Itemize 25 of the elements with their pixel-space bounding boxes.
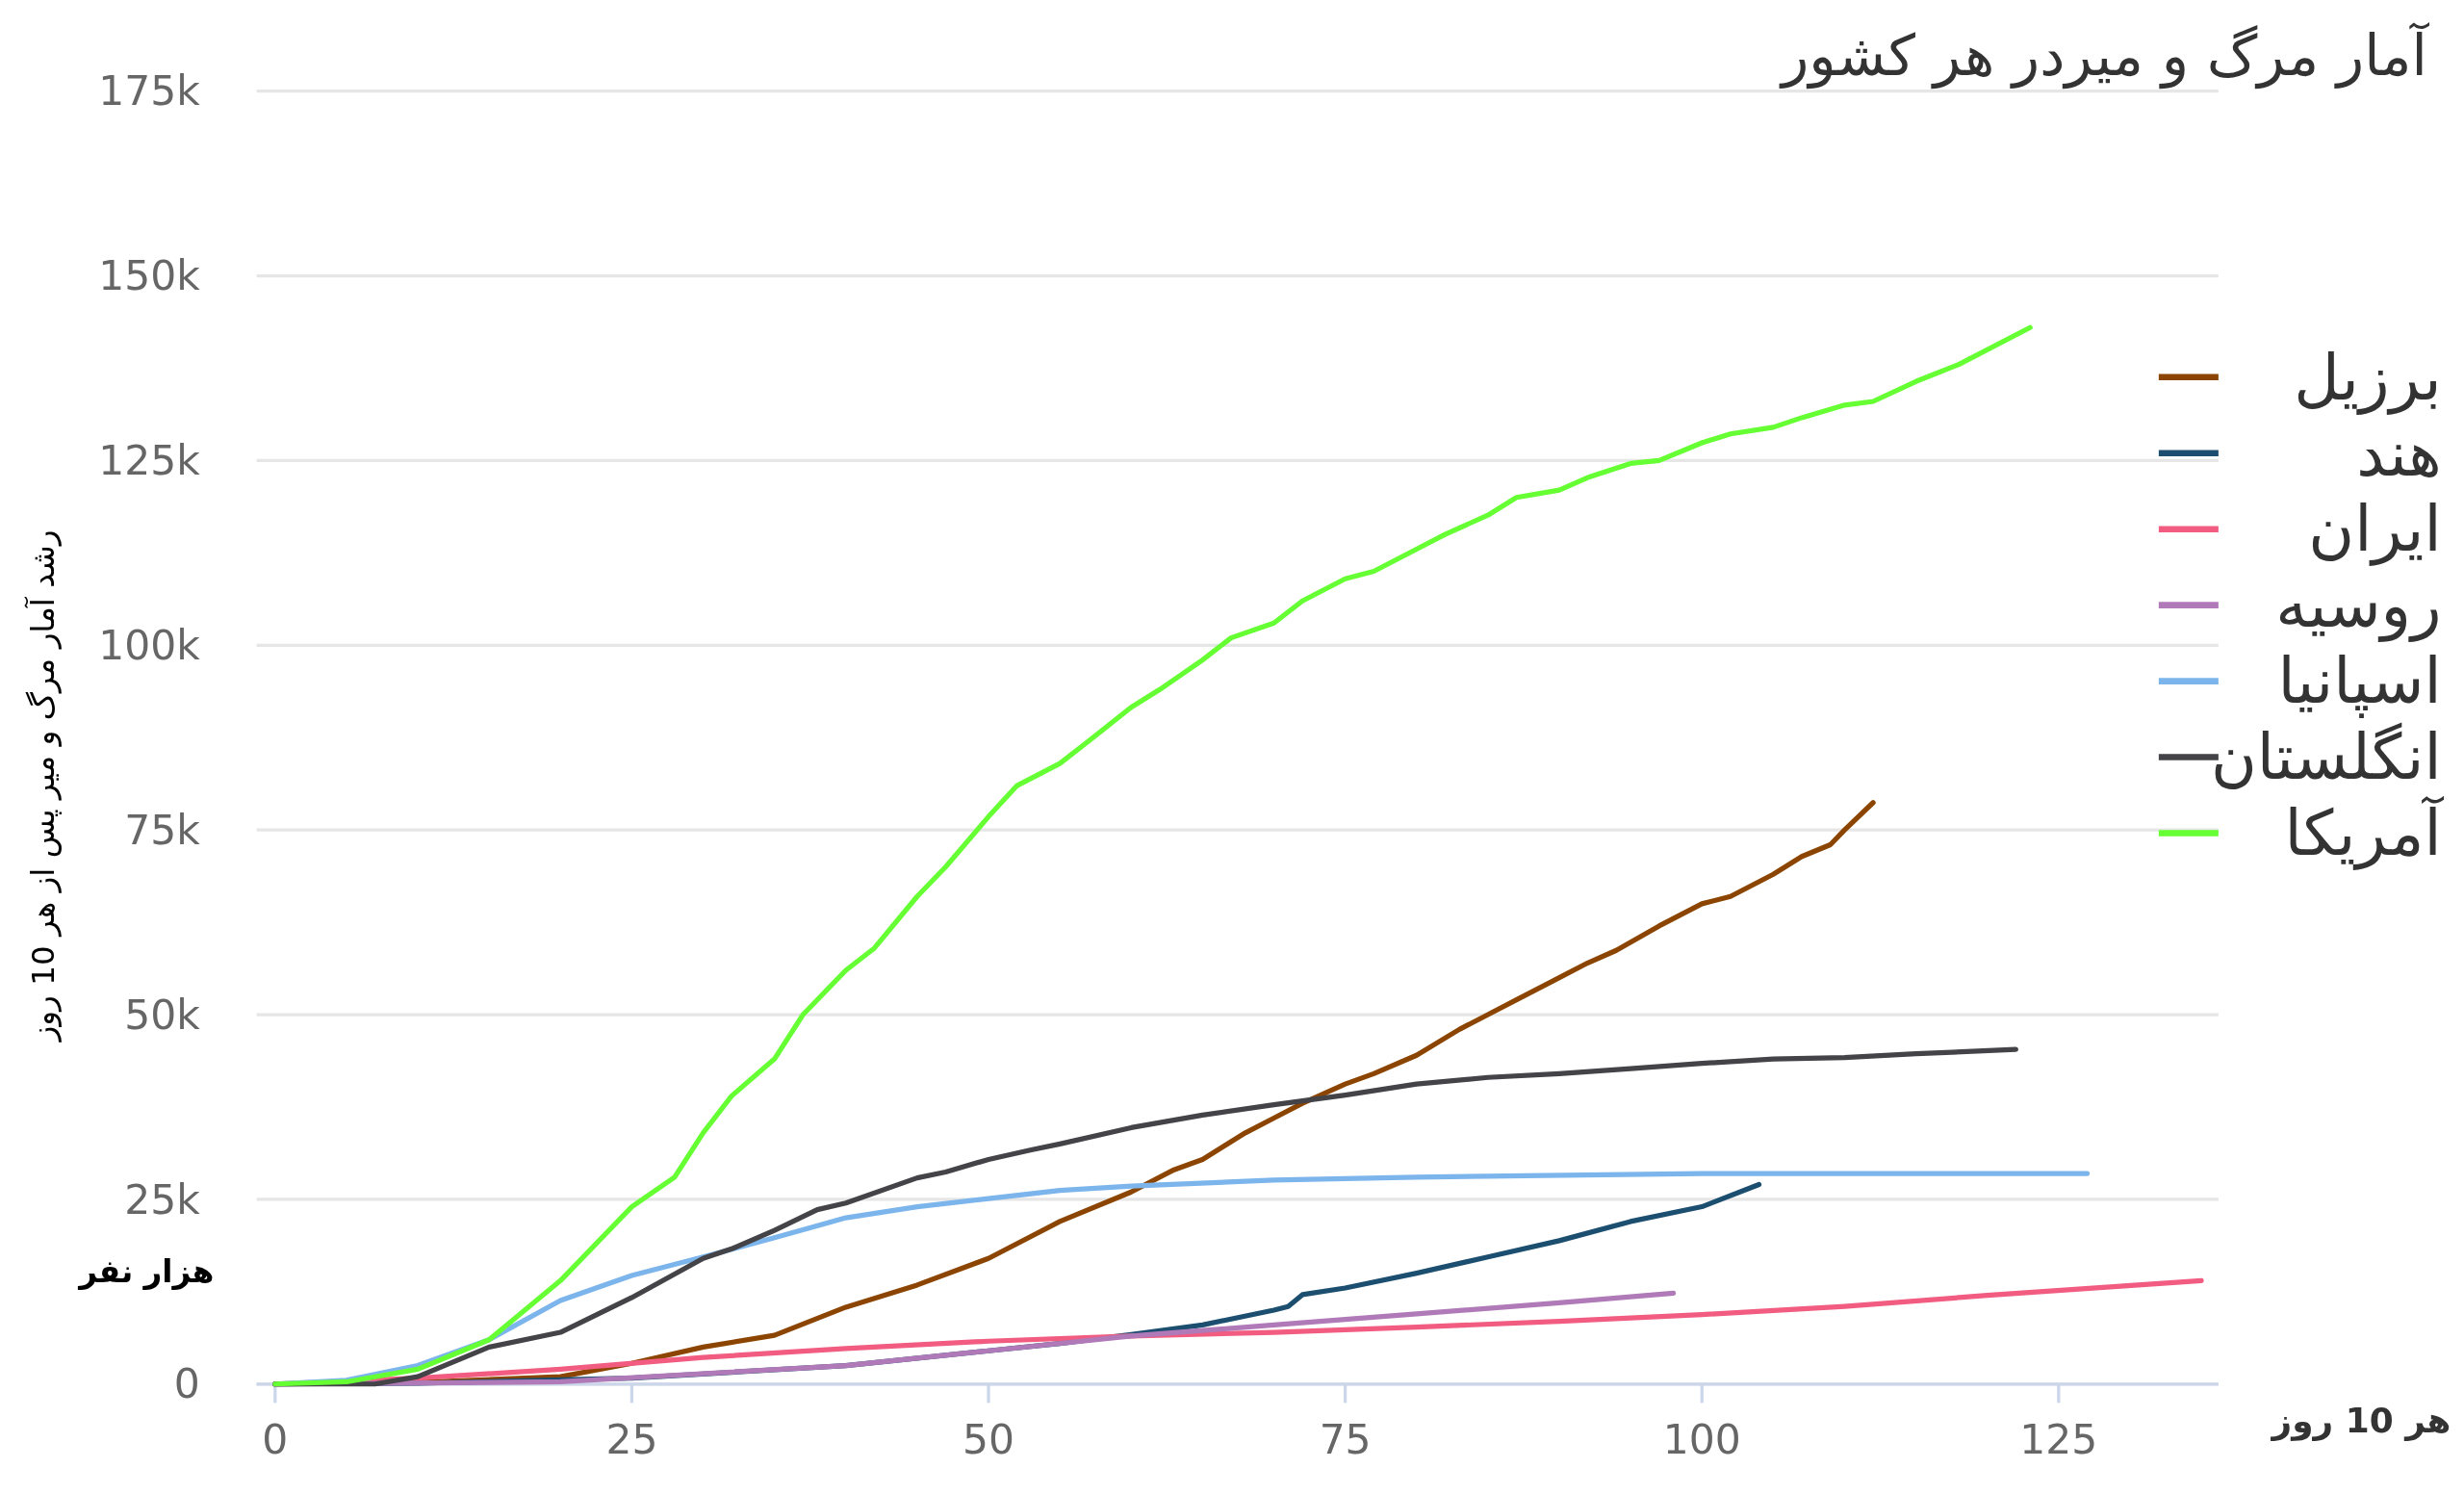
x-tick-label: 100 [1662, 1415, 1741, 1463]
legend-label: برزیل [2294, 340, 2442, 415]
legend-label: هند [2356, 416, 2442, 490]
y-tick-label: 100k [98, 621, 201, 669]
x-axis-title: هر 10 روز [2270, 1401, 2451, 1442]
y-tick-label: 175k [98, 67, 201, 116]
legend-label: انگلستان [2210, 720, 2442, 794]
y-axis-title: رشد آمار مرگ و میر پس از هر 10 روز [24, 529, 63, 1043]
legend-label: اسپانیا [2277, 644, 2442, 719]
x-tick-label: 125 [2019, 1415, 2098, 1463]
y-tick-label: 50k [124, 991, 201, 1039]
x-tick-label: 0 [262, 1415, 289, 1463]
x-tick-label: 50 [962, 1415, 1015, 1463]
legend-label: آمریکا [2284, 795, 2445, 871]
text: هزار نفر [77, 1252, 215, 1290]
legend-label: روسیه [2275, 568, 2442, 643]
y-tick-label: 0 [173, 1360, 200, 1408]
x-tick-label: 75 [1319, 1415, 1372, 1463]
y-tick-label: 25k [124, 1175, 201, 1224]
chart-title: آمار مرگ و میردر هر کشور [1779, 22, 2430, 90]
y-tick-label: 125k [98, 437, 201, 485]
legend-label: ایران [2308, 492, 2442, 567]
y-tick-label: 150k [98, 252, 201, 300]
x-tick-label: 25 [605, 1415, 658, 1463]
y-tick-label: 75k [124, 806, 201, 854]
